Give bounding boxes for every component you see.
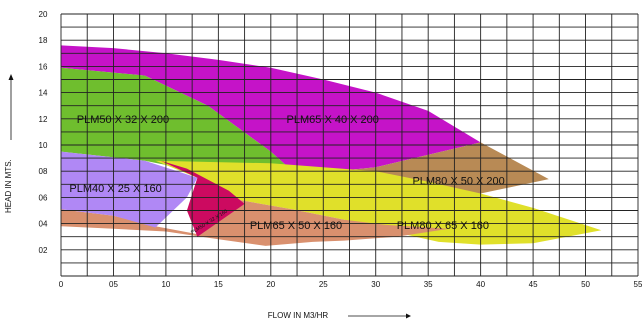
y-axis-title: HEAD IN MTS. (4, 159, 13, 213)
x-tick-label: 20 (266, 280, 275, 289)
region-plm50-x-32-x-160 (160, 160, 245, 237)
label-plm80-x-65-x-160: PLM80 X 65 X 160 (397, 220, 489, 232)
x-tick-label: 55 (634, 280, 642, 289)
x-tick-label: 45 (529, 280, 538, 289)
x-axis-title: FLOW IN M3/HR (268, 311, 329, 320)
x-tick-label: 05 (109, 280, 118, 289)
x-tick-label: 25 (319, 280, 328, 289)
y-tick-label: 02 (39, 246, 48, 255)
x-axis-arrow-head (406, 313, 411, 319)
y-tick-label: 18 (39, 36, 48, 45)
x-tick-label: 15 (214, 280, 223, 289)
y-tick-label: 10 (39, 141, 48, 150)
x-tick-label: 50 (581, 280, 590, 289)
label-plm40-x-25-x-160: PLM40 X 25 X 160 (69, 183, 161, 195)
performance-regions (61, 45, 602, 246)
region-plm40-x-25-x-160 (61, 151, 198, 228)
y-tick-label: 14 (39, 89, 48, 98)
y-tick-label: 08 (39, 167, 48, 176)
label-plm65-x-40-x-200: PLM65 X 40 X 200 (287, 114, 379, 126)
region-plm65-x-50-x-160 (61, 200, 450, 246)
label-plm50-x-32-x-200: PLM50 X 32 X 200 (77, 114, 169, 126)
y-tick-label: 04 (39, 220, 48, 229)
label-plm65-x-50-x-160: PLM65 X 50 X 160 (250, 220, 342, 232)
tick-labels: 0 05 10 15 20 25 30 35 40 45 50 55 02 04 06 08 10 12 14 16 1… (39, 10, 642, 289)
x-tick-label: 10 (161, 280, 170, 289)
x-tick-label: 35 (424, 280, 433, 289)
y-axis-arrow-head (8, 74, 14, 80)
y-tick-label: 12 (39, 115, 48, 124)
y-tick-label: 16 (39, 62, 48, 71)
region-plm50-x-32-x-200 (61, 67, 297, 182)
y-tick-label: 20 (39, 10, 48, 19)
x-tick-label: 0 (59, 280, 64, 289)
label-plm80-x-50-x-200: PLM80 X 50 X 200 (412, 175, 504, 187)
y-tick-label: 06 (39, 193, 48, 202)
x-tick-label: 30 (371, 280, 380, 289)
x-tick-label: 40 (476, 280, 485, 289)
grid-lines (60, 13, 639, 277)
